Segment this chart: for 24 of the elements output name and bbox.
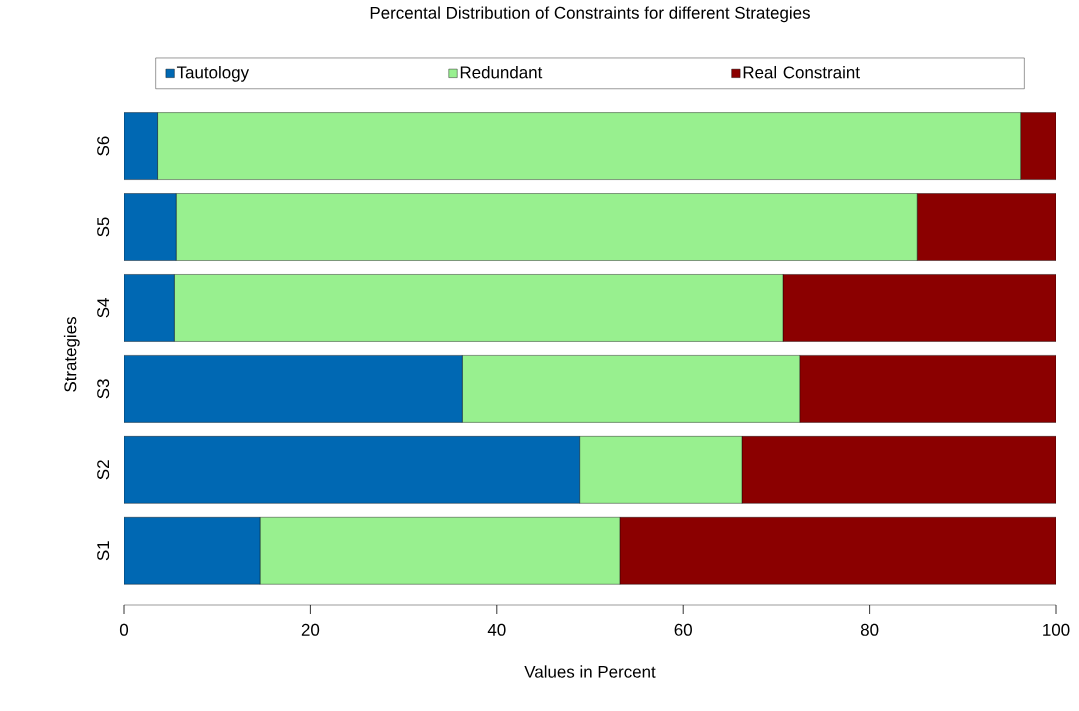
legend-label: Real Constraint <box>743 65 860 79</box>
chart-title: Percental Distribution of Constraints for different Strategies <box>370 6 810 23</box>
x-tick-label: 20 <box>301 623 320 636</box>
x-tick-label: 40 <box>487 623 506 636</box>
y-tick-label: S3 <box>97 379 110 399</box>
y-tick-label: S6 <box>97 136 110 156</box>
x-tick-label: 0 <box>119 623 129 636</box>
bar <box>124 274 175 342</box>
y-axis-title: Strategies <box>63 316 80 392</box>
y-tick-label: S5 <box>97 217 110 237</box>
legend-label: Redundant <box>460 65 543 79</box>
y-tick-label: S4 <box>97 298 110 318</box>
y-tick-label: S2 <box>97 460 110 480</box>
bar <box>124 193 177 261</box>
y-tick-label: S1 <box>97 541 110 561</box>
x-tick-label: 60 <box>674 623 692 636</box>
legend-label: Tautology <box>176 65 250 82</box>
x-tick-label: 100 <box>1043 623 1070 636</box>
bar <box>124 436 580 504</box>
x-tick-label: 80 <box>860 623 879 636</box>
bar <box>124 517 261 585</box>
bar <box>124 355 463 423</box>
bar <box>124 112 158 180</box>
x-axis-title: Values in Percent <box>524 665 656 678</box>
